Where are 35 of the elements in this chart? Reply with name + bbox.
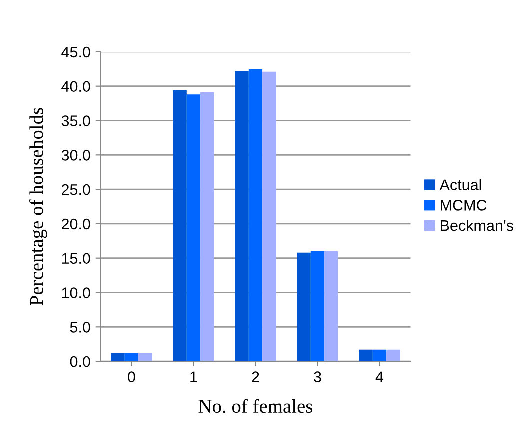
y-tick-label: 30.0 xyxy=(62,150,90,161)
bar xyxy=(235,71,249,362)
bar xyxy=(186,94,201,362)
y-tick-label: 0.0 xyxy=(70,356,90,368)
bar xyxy=(138,353,152,362)
y-tick-label: 10.0 xyxy=(62,288,90,298)
x-axis-title: No. of females xyxy=(198,399,313,414)
bar xyxy=(359,350,373,362)
bar xyxy=(262,72,276,362)
y-tick-label: 25.0 xyxy=(62,184,90,196)
y-tick-label: 40.0 xyxy=(62,81,90,92)
x-tick-label: 4 xyxy=(376,372,384,382)
y-tick-label: 45.0 xyxy=(62,46,90,58)
bar xyxy=(310,251,325,362)
legend-label: Beckman's xyxy=(441,220,514,232)
legend-label: MCMC xyxy=(441,200,487,211)
y-axis-title: Percentage of households xyxy=(29,108,48,306)
legend-label: Actual xyxy=(440,179,482,191)
bar xyxy=(111,353,125,362)
y-tick-label: 15.0 xyxy=(62,253,90,264)
bar xyxy=(248,69,263,362)
x-tick-label: 2 xyxy=(252,372,260,382)
x-tick-label: 1 xyxy=(190,372,198,382)
y-tick-label: 5.0 xyxy=(70,322,90,333)
bar xyxy=(173,90,187,362)
bar xyxy=(386,350,400,362)
bar xyxy=(324,251,338,362)
bar xyxy=(372,350,387,362)
x-tick-label: 3 xyxy=(314,372,322,382)
bar xyxy=(124,353,139,362)
y-tick-label: 35.0 xyxy=(62,116,90,126)
bar xyxy=(200,92,214,362)
bar xyxy=(297,252,311,362)
y-tick-label: 20.0 xyxy=(62,218,90,230)
x-tick-label: 0 xyxy=(128,372,136,382)
